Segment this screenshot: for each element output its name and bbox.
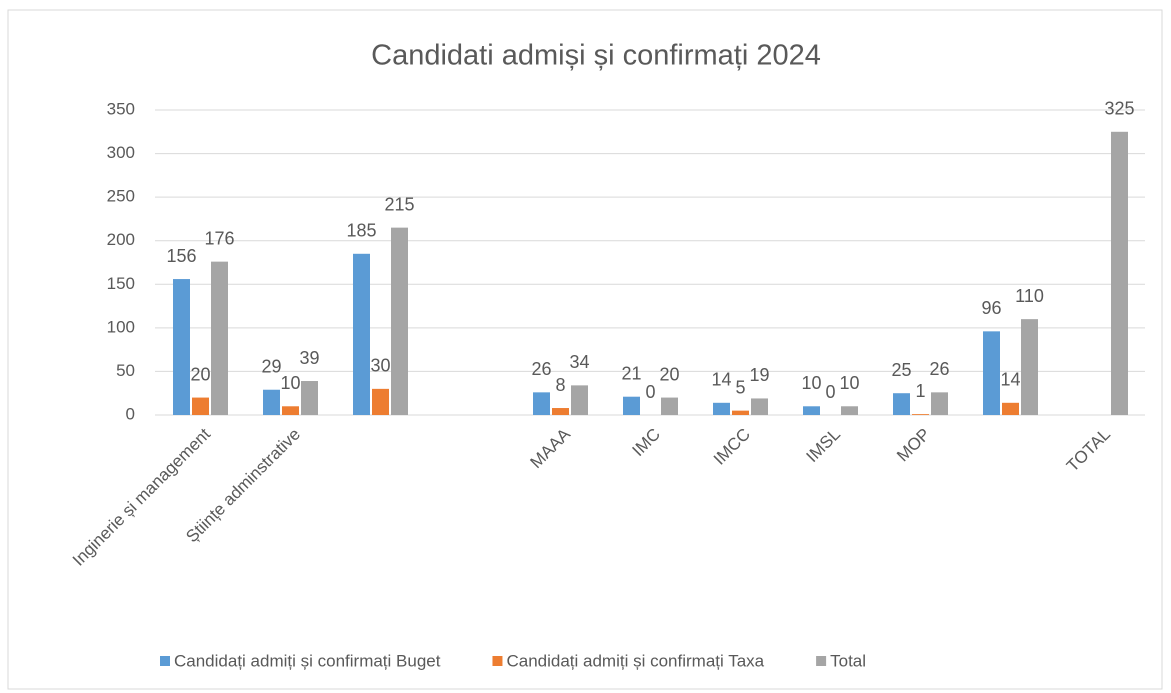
data-label: 20: [659, 364, 679, 384]
bar: [353, 253, 370, 415]
y-tick-label: 350: [107, 99, 135, 118]
legend-label: Candidați admiți și confirmați Buget: [174, 651, 441, 670]
data-label: 26: [929, 359, 949, 379]
data-label: 34: [569, 352, 589, 372]
data-label: 14: [1000, 370, 1020, 390]
bar: [623, 396, 640, 415]
y-tick-label: 0: [126, 404, 135, 423]
bar: [661, 397, 678, 415]
y-tick-label: 250: [107, 187, 135, 206]
bar: [931, 392, 948, 415]
data-label: 10: [839, 373, 859, 393]
y-tick-label: 50: [116, 361, 135, 380]
data-label: 10: [801, 373, 821, 393]
legend-swatch: [816, 656, 827, 666]
data-label: 21: [621, 363, 641, 383]
legend-swatch: [160, 656, 170, 666]
data-label: 96: [981, 298, 1001, 318]
chart-title: Candidati admiși și confirmați 2024: [371, 40, 821, 72]
data-label: 0: [825, 382, 835, 402]
bar: [301, 381, 318, 415]
bar: [1021, 319, 1038, 415]
data-label: 156: [166, 246, 196, 266]
y-tick-label: 200: [107, 230, 135, 249]
legend-label: Candidați admiți și confirmați Taxa: [506, 651, 764, 670]
legend-label: Total: [830, 651, 866, 670]
data-label: 14: [711, 370, 731, 390]
bar: [1002, 402, 1019, 415]
bar: [263, 389, 280, 415]
data-label: 5: [735, 377, 745, 397]
bar: [533, 392, 550, 415]
bar: [1111, 131, 1128, 416]
bar: [192, 397, 209, 415]
data-label: 20: [190, 364, 210, 384]
y-tick-label: 150: [107, 274, 135, 293]
bar: [893, 393, 910, 415]
bar: [751, 398, 768, 415]
data-label: 8: [555, 375, 565, 395]
y-tick-label: 300: [107, 143, 135, 162]
data-label: 1: [915, 381, 925, 401]
bar: [732, 410, 749, 415]
data-label: 215: [384, 194, 414, 214]
chart-border: [7, 9, 1163, 690]
bar: [391, 227, 408, 415]
data-label: 176: [204, 228, 234, 248]
bar: [841, 406, 858, 415]
data-label: 10: [280, 373, 300, 393]
bar: [211, 261, 228, 415]
data-label: 39: [299, 348, 319, 368]
y-tick-label: 100: [107, 317, 135, 336]
bar: [372, 388, 389, 415]
bar: [713, 402, 730, 415]
data-label: 0: [645, 382, 655, 402]
bar: [282, 406, 299, 415]
bar: [552, 408, 569, 415]
legend-swatch: [492, 656, 503, 666]
data-label: 19: [749, 365, 769, 385]
bar: [912, 414, 929, 415]
data-label: 25: [891, 360, 911, 380]
bar: [983, 331, 1000, 415]
bar: [571, 385, 588, 415]
data-label: 29: [261, 356, 281, 376]
data-label: 110: [1015, 286, 1044, 306]
bar: [803, 406, 820, 415]
data-label: 185: [346, 221, 376, 241]
bar: [173, 279, 190, 415]
data-label: 26: [531, 359, 551, 379]
data-label: 30: [370, 356, 390, 376]
data-label: 325: [1104, 99, 1134, 119]
